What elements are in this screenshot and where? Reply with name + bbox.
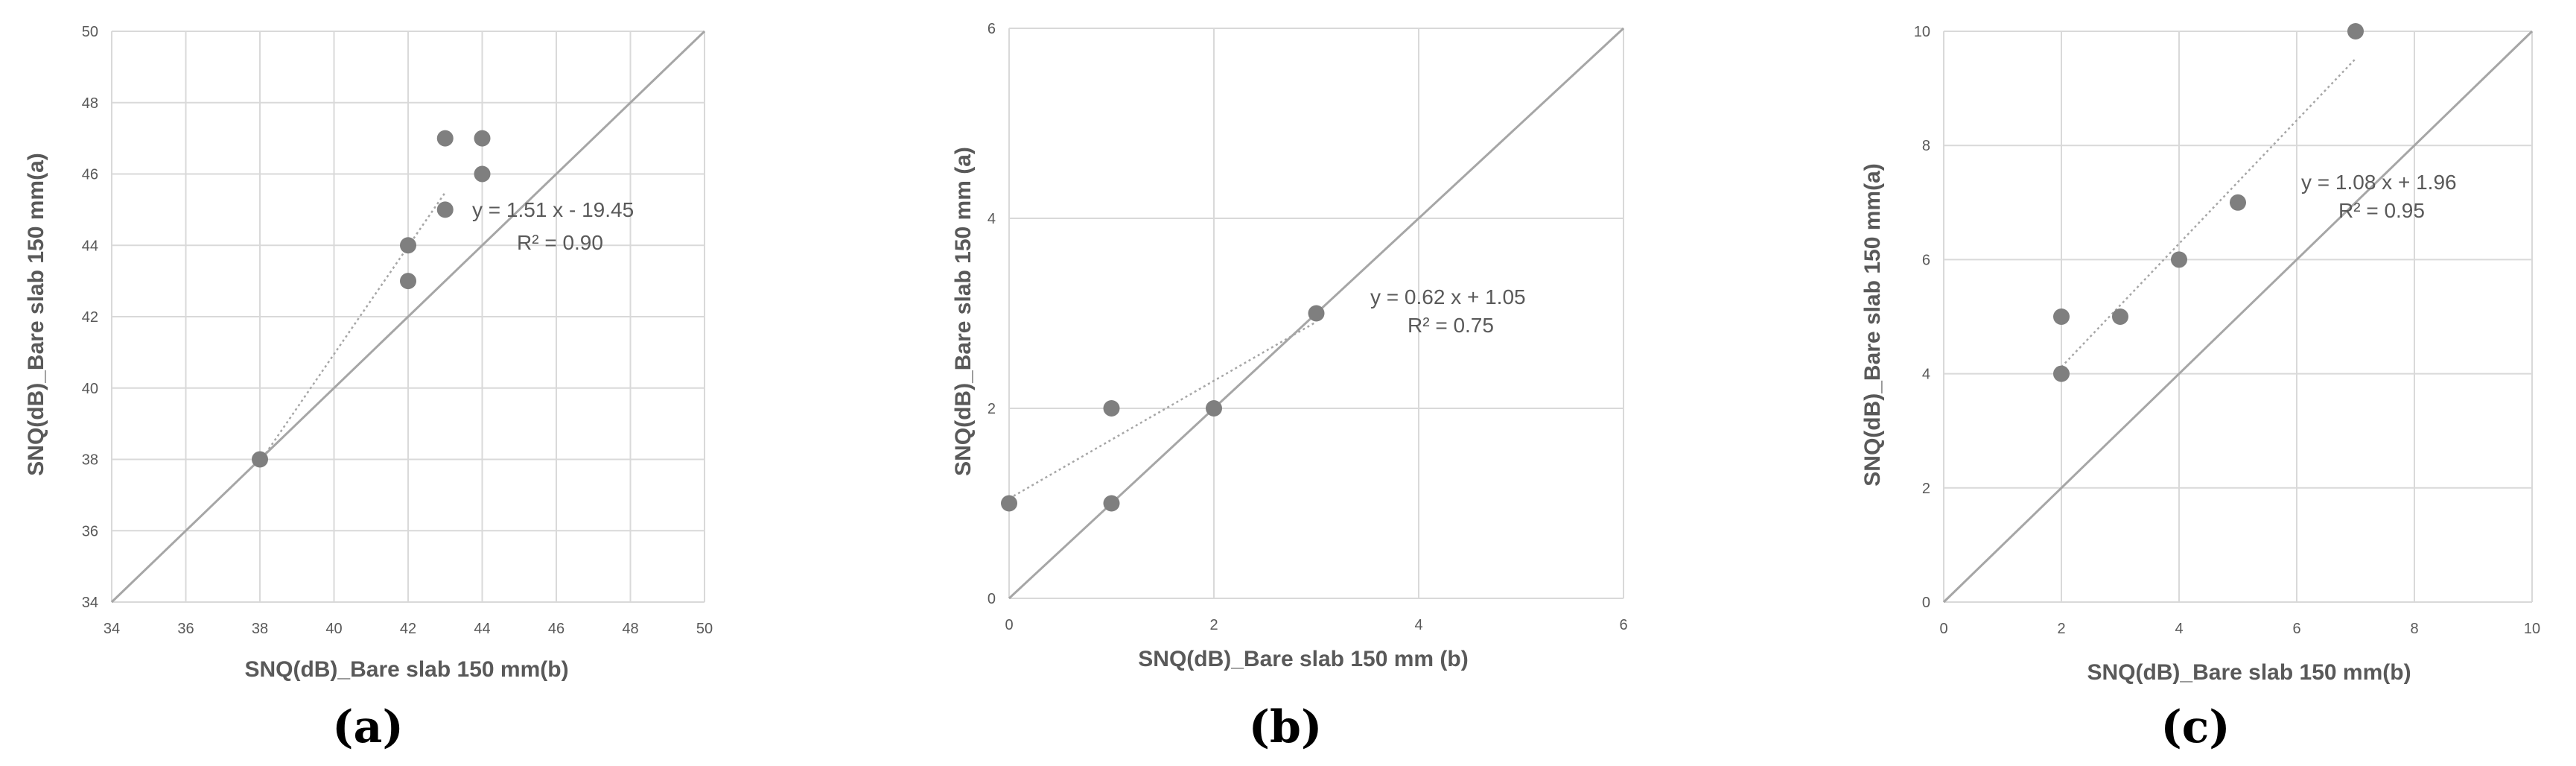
x-tick-label-c: 2 bbox=[2057, 621, 2065, 637]
y-tick-label-b: 0 bbox=[988, 591, 996, 607]
trendline-c bbox=[2061, 57, 2356, 368]
y-axis-title-c: SNQ(dB)_Bare slab 150 mm(a) bbox=[1860, 163, 1885, 486]
y-tick-label-a: 40 bbox=[82, 381, 98, 397]
data-point-b bbox=[1206, 400, 1222, 417]
x-tick-label-a: 38 bbox=[252, 621, 268, 637]
data-point-b bbox=[1001, 495, 1017, 512]
reference-line-c bbox=[1942, 30, 2534, 604]
data-point-a bbox=[474, 130, 491, 147]
x-tick-label-a: 44 bbox=[474, 621, 490, 637]
y-tick-label-b: 6 bbox=[988, 21, 996, 37]
equation-a: y = 1.51 x - 19.45 bbox=[472, 198, 634, 221]
x-axis-title-b: SNQ(dB)_Bare slab 150 mm (b) bbox=[1138, 647, 1468, 671]
x-tick-label-a: 42 bbox=[400, 621, 416, 637]
tick-labels-c: 0 2 4 6 8 10 0 2 4 6 8 10 bbox=[1914, 24, 2540, 637]
x-tick-label-b: 0 bbox=[1005, 617, 1013, 633]
chart-c: 0 2 4 6 8 10 0 2 4 6 8 10 y = 1.08 x + 1.96 R² = 0.… bbox=[1860, 23, 2540, 753]
y-tick-label-c: 10 bbox=[1914, 24, 1930, 40]
reference-line-a bbox=[110, 30, 706, 604]
x-tick-label-b: 6 bbox=[1619, 617, 1627, 633]
data-point-a bbox=[436, 201, 454, 218]
trendline-a bbox=[258, 192, 446, 463]
y-tick-label-c: 4 bbox=[1922, 367, 1930, 383]
trendline-b bbox=[1008, 320, 1317, 500]
y-axis-title-a: SNQ(dB)_Bare slab 150 mm(a) bbox=[24, 153, 48, 475]
y-tick-label-b: 2 bbox=[988, 401, 996, 417]
x-tick-label-c: 8 bbox=[2410, 621, 2418, 637]
data-point-c bbox=[2112, 308, 2128, 325]
panel-label-a: (a) bbox=[332, 701, 404, 753]
x-tick-label-a: 40 bbox=[325, 621, 342, 637]
chart-b: 0 2 4 6 0 2 4 6 y = 0.62 x + 1.05 R² = 0.75 SNQ… bbox=[951, 21, 1628, 753]
x-tick-label-c: 10 bbox=[2524, 621, 2540, 637]
trendline-a bbox=[258, 192, 446, 463]
y-tick-label-a: 42 bbox=[82, 309, 98, 326]
y-tick-label-c: 6 bbox=[1922, 252, 1930, 268]
y-tick-label-a: 34 bbox=[82, 595, 98, 611]
x-tick-label-c: 6 bbox=[2292, 621, 2300, 637]
x-tick-label-c: 0 bbox=[1939, 621, 1947, 637]
data-point-c bbox=[2053, 308, 2070, 325]
x-tick-label-c: 4 bbox=[2175, 621, 2183, 637]
reference-line-a bbox=[110, 30, 706, 604]
tick-labels-a: 34 36 38 40 42 44 46 48 50 34 36 38 40 42 44 46 48 50 bbox=[82, 24, 713, 637]
panel-label-b: (b) bbox=[1249, 701, 1323, 753]
x-tick-label-a: 46 bbox=[548, 621, 565, 637]
trendline-c bbox=[2061, 57, 2356, 368]
panel-label-c: (c) bbox=[2160, 701, 2230, 753]
x-tick-label-b: 2 bbox=[1209, 617, 1218, 633]
trendline-b bbox=[1008, 320, 1317, 500]
data-points-b bbox=[1001, 305, 1325, 512]
x-tick-label-b: 4 bbox=[1414, 617, 1422, 633]
gridlines-b bbox=[1008, 28, 1624, 599]
equation-c: y = 1.08 x + 1.96 bbox=[2301, 171, 2457, 194]
data-point-a bbox=[474, 165, 491, 183]
data-point-a bbox=[252, 451, 268, 468]
r2-c: R² = 0.95 bbox=[2338, 199, 2425, 222]
equation-b: y = 0.62 x + 1.05 bbox=[1370, 285, 1526, 308]
y-tick-label-a: 44 bbox=[82, 238, 98, 254]
data-point-b bbox=[1103, 495, 1120, 512]
y-tick-label-c: 8 bbox=[1922, 138, 1930, 154]
x-tick-label-a: 50 bbox=[696, 621, 713, 637]
data-point-c bbox=[2347, 23, 2364, 39]
data-points-a bbox=[252, 130, 491, 468]
x-tick-label-a: 48 bbox=[622, 621, 638, 637]
data-point-b bbox=[1308, 305, 1325, 322]
y-tick-label-a: 48 bbox=[82, 95, 98, 112]
x-axis-title-a: SNQ(dB)_Bare slab 150 mm(b) bbox=[244, 657, 568, 682]
chart-a: 34 36 38 40 42 44 46 48 50 34 36 38 40 42 44 46 48 50 y =… bbox=[24, 24, 713, 753]
data-point-a bbox=[436, 130, 454, 147]
x-tick-label-a: 34 bbox=[104, 621, 120, 637]
data-point-a bbox=[400, 237, 416, 254]
r2-b: R² = 0.75 bbox=[1408, 314, 1494, 337]
y-tick-label-c: 0 bbox=[1922, 595, 1930, 611]
x-tick-label-a: 36 bbox=[177, 621, 194, 637]
x-axis-title-c: SNQ(dB)_Bare slab 150 mm(b) bbox=[2087, 660, 2411, 685]
y-tick-label-a: 50 bbox=[82, 24, 98, 40]
y-tick-label-c: 2 bbox=[1922, 481, 1930, 497]
data-point-c bbox=[2230, 194, 2246, 211]
y-tick-label-a: 38 bbox=[82, 452, 98, 469]
y-tick-label-a: 36 bbox=[82, 523, 98, 539]
r2-a: R² = 0.90 bbox=[517, 231, 603, 254]
data-point-c bbox=[2053, 365, 2070, 382]
tick-labels-b: 0 2 4 6 0 2 4 6 bbox=[988, 21, 1628, 633]
data-point-c bbox=[2171, 251, 2187, 268]
data-point-b bbox=[1103, 400, 1120, 417]
reference-line-c bbox=[1942, 30, 2534, 604]
data-point-a bbox=[400, 273, 416, 290]
data-points-c bbox=[2053, 23, 2364, 382]
gridlines-c bbox=[1943, 31, 2533, 603]
y-tick-label-a: 46 bbox=[82, 167, 98, 183]
y-axis-title-b: SNQ(dB)_Bare slab 150 mm (a) bbox=[951, 147, 976, 476]
y-tick-label-b: 4 bbox=[988, 211, 996, 227]
